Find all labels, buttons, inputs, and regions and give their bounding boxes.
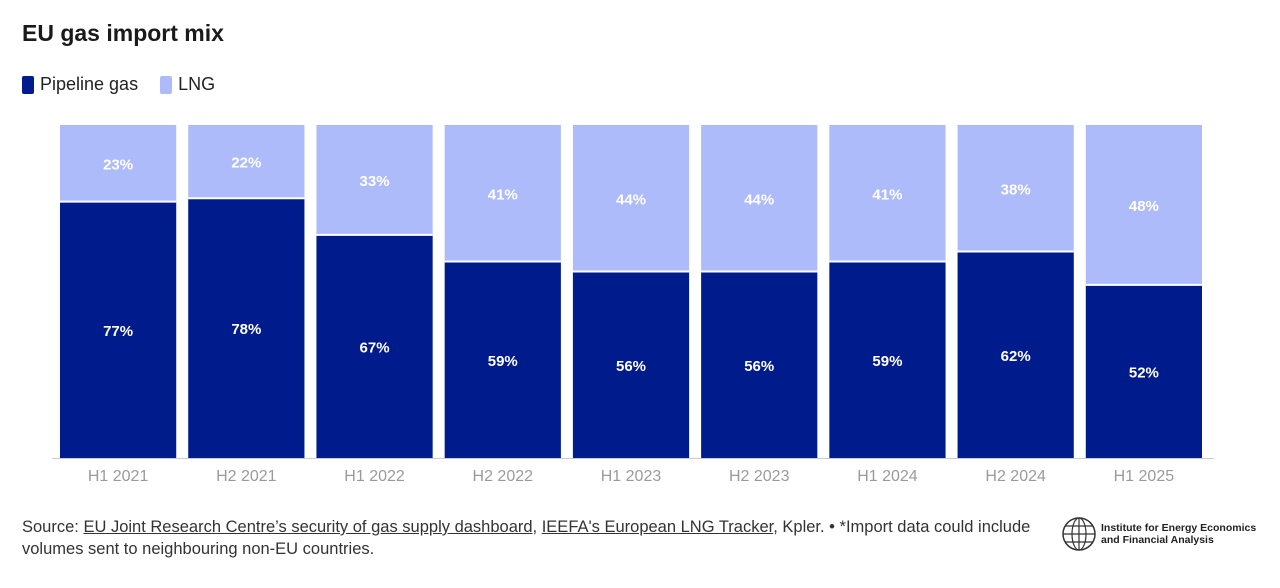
- legend-item-lng: LNG: [160, 74, 215, 95]
- source-separator: ,: [532, 518, 542, 536]
- legend-label-lng: LNG: [178, 74, 216, 94]
- data-label-pipeline-0: 77%: [103, 323, 133, 340]
- data-label-lng-1: 22%: [231, 155, 261, 172]
- ieefa-logo: Institute for Energy Economics and Finan…: [1061, 516, 1256, 552]
- logo-line-2: and Financial Analysis: [1101, 534, 1214, 546]
- bar-lng-1: [188, 125, 305, 199]
- source-note: Source: EU Joint Research Centre’s secur…: [22, 516, 1032, 560]
- x-tick-label-1: H2 2021: [216, 468, 277, 485]
- bar-lng-4: [572, 125, 690, 272]
- x-tick-label-3: H2 2022: [473, 468, 534, 485]
- data-label-lng-7: 38%: [1001, 181, 1031, 198]
- logo-line-1: Institute for Energy Economics: [1101, 522, 1257, 534]
- legend-swatch-lng: [160, 75, 173, 94]
- legend-label-pipeline: Pipeline gas: [40, 74, 139, 94]
- x-tick-label-0: H1 2021: [88, 468, 149, 485]
- bar-pipeline-3: [444, 261, 561, 458]
- data-label-lng-4: 44%: [616, 191, 646, 208]
- bar-lng-6: [829, 125, 946, 262]
- source-link-ieefa[interactable]: IEEFA's European LNG Tracker: [541, 518, 774, 536]
- legend-item-pipeline: Pipeline gas: [22, 74, 138, 95]
- bar-pipeline-4: [572, 271, 690, 458]
- bar-lng-5: [701, 125, 818, 272]
- bar-pipeline-5: [701, 271, 818, 458]
- source-prefix: Source:: [22, 518, 84, 536]
- data-label-lng-3: 41%: [488, 186, 518, 203]
- bar-lng-0: [60, 125, 177, 202]
- bar-pipeline-1: [188, 198, 305, 458]
- bar-lng-8: [1085, 125, 1202, 285]
- bar-pipeline-7: [957, 251, 1074, 458]
- bar-lng-7: [957, 125, 1074, 252]
- data-label-pipeline-1: 78%: [231, 321, 261, 338]
- data-label-pipeline-8: 52%: [1129, 364, 1159, 381]
- bar-pipeline-6: [829, 261, 946, 458]
- legend-swatch-pipeline: [22, 75, 34, 94]
- data-label-lng-0: 23%: [103, 156, 133, 173]
- data-label-lng-2: 33%: [360, 173, 390, 190]
- bar-lng-2: [316, 125, 433, 235]
- data-label-pipeline-2: 67%: [360, 339, 390, 356]
- data-label-lng-8: 48%: [1129, 198, 1159, 215]
- logo-text: Institute for Energy Economics and Finan…: [1101, 522, 1256, 546]
- bar-pipeline-2: [316, 234, 433, 458]
- data-label-lng-6: 41%: [872, 186, 902, 203]
- x-tick-label-5: H2 2023: [729, 468, 790, 485]
- x-tick-label-8: H1 2025: [1114, 468, 1175, 485]
- x-tick-label-2: H1 2022: [344, 468, 405, 485]
- data-label-lng-5: 44%: [744, 191, 774, 208]
- data-label-pipeline-3: 59%: [488, 353, 518, 370]
- data-label-pipeline-5: 56%: [744, 358, 774, 375]
- legend: Pipeline gas LNG: [22, 74, 215, 95]
- x-tick-label-7: H2 2024: [985, 468, 1046, 485]
- globe-icon: [1062, 517, 1096, 551]
- source-suffix: , Kpler. • *Import data could include vo…: [22, 518, 1031, 558]
- source-link-jrc[interactable]: EU Joint Research Centre’s security of g…: [83, 518, 533, 536]
- data-label-pipeline-6: 59%: [872, 353, 902, 370]
- x-tick-label-4: H1 2023: [601, 468, 662, 485]
- bar-pipeline-8: [1085, 284, 1202, 458]
- data-label-pipeline-4: 56%: [616, 358, 646, 375]
- x-tick-label-6: H1 2024: [857, 468, 918, 485]
- data-label-pipeline-7: 62%: [1001, 348, 1031, 365]
- bar-pipeline-0: [60, 201, 177, 458]
- stacked-bar-chart: 77% 23% H1 2021 78% 22% H2 2021 67% 33% H1 2022 5…: [52, 125, 1214, 485]
- chart-title: EU gas import mix: [22, 20, 224, 46]
- bar-lng-3: [444, 125, 561, 262]
